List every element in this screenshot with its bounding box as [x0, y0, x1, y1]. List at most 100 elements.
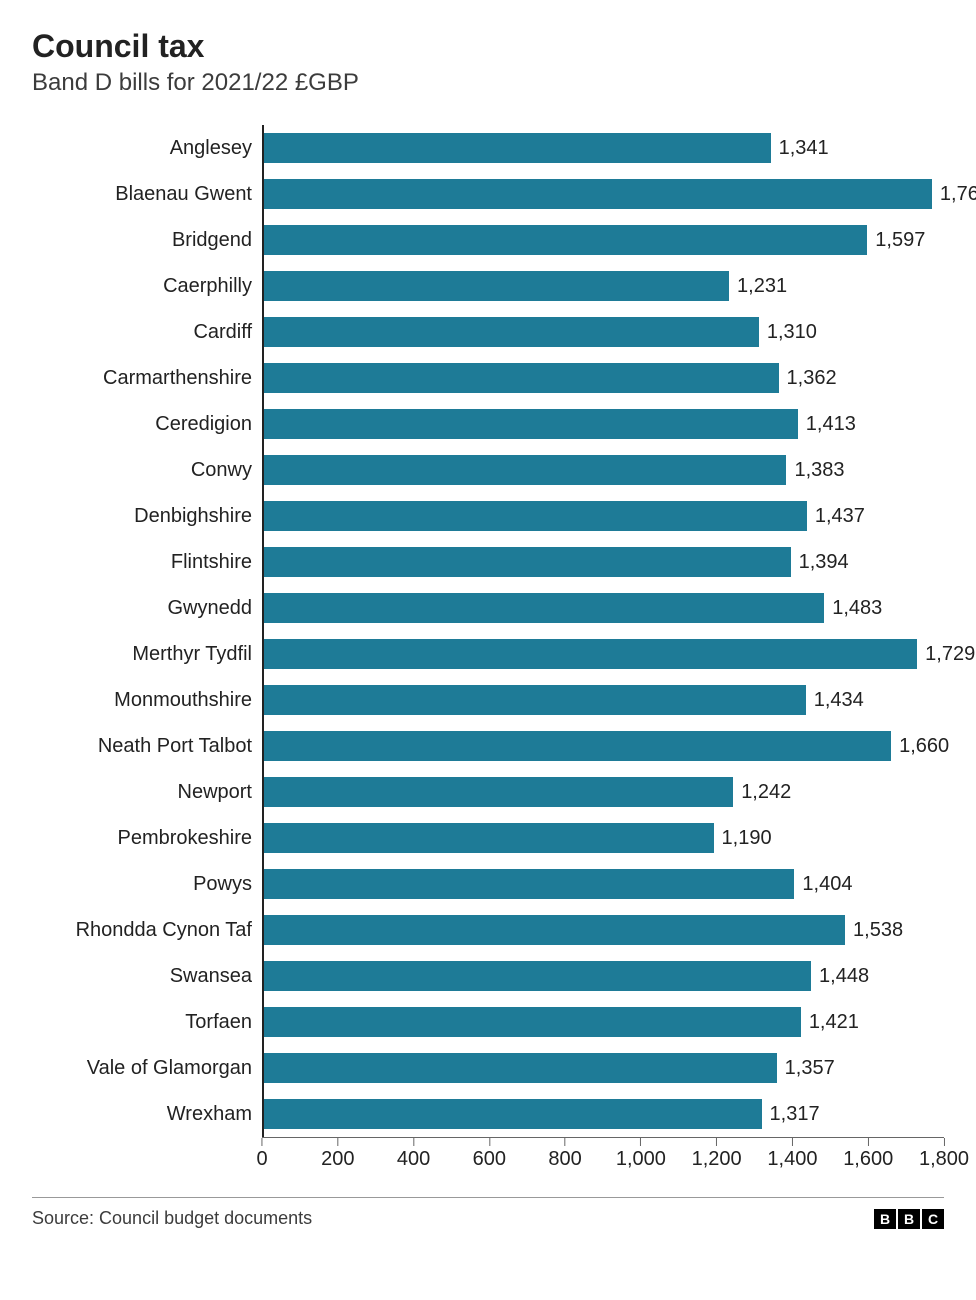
x-tick: 1,400	[767, 1138, 817, 1171]
x-tick-label: 200	[321, 1148, 354, 1171]
value-label: 1,413	[798, 401, 856, 447]
category-label: Powys	[32, 873, 262, 896]
chart-row: Bridgend 1,597	[32, 217, 944, 263]
x-tick-label: 1,600	[843, 1148, 893, 1171]
category-label: Ceredigion	[32, 413, 262, 436]
category-label: Anglesey	[32, 137, 262, 160]
x-tick-label: 400	[397, 1148, 430, 1171]
bar-plot-cell: 1,190	[262, 815, 944, 861]
value-label: 1,597	[867, 217, 925, 263]
bar-plot-cell: 1,448	[262, 953, 944, 999]
x-tick-label: 800	[548, 1148, 581, 1171]
category-label: Vale of Glamorgan	[32, 1057, 262, 1080]
x-axis-row: 02004006008001,0001,2001,4001,6001,800	[32, 1137, 944, 1177]
x-tick-mark	[489, 1138, 490, 1146]
bar-plot-cell: 1,404	[262, 861, 944, 907]
x-tick-label: 1,000	[616, 1148, 666, 1171]
bar	[264, 1053, 777, 1083]
logo-letter: C	[922, 1209, 944, 1229]
value-label: 1,538	[845, 907, 903, 953]
bar-plot-cell: 1,437	[262, 493, 944, 539]
chart-row: Wrexham 1,317	[32, 1091, 944, 1137]
bar	[264, 179, 932, 209]
value-label: 1,434	[806, 677, 864, 723]
value-label: 1,437	[807, 493, 865, 539]
bar-plot-cell: 1,341	[262, 125, 944, 171]
value-label: 1,448	[811, 953, 869, 999]
category-label: Pembrokeshire	[32, 827, 262, 850]
value-label: 1,317	[762, 1091, 820, 1137]
bar	[264, 961, 811, 991]
bar-plot-cell: 1,597	[262, 217, 944, 263]
chart-row: Gwynedd 1,483	[32, 585, 944, 631]
bar	[264, 363, 779, 393]
chart-container: Council tax Band D bills for 2021/22 £GB…	[0, 0, 976, 1253]
value-label: 1,190	[714, 815, 772, 861]
bar-plot-cell: 1,421	[262, 999, 944, 1045]
chart-row: Anglesey1,341	[32, 125, 944, 171]
value-label: 1,242	[733, 769, 791, 815]
bar-plot-cell: 1,538	[262, 907, 944, 953]
bar	[264, 1099, 762, 1129]
bar	[264, 593, 824, 623]
value-label: 1,394	[791, 539, 849, 585]
chart-row: Vale of Glamorgan 1,357	[32, 1045, 944, 1091]
logo-letter: B	[874, 1209, 896, 1229]
x-tick-label: 0	[256, 1148, 267, 1171]
x-tick-mark	[868, 1138, 869, 1146]
category-label: Gwynedd	[32, 597, 262, 620]
value-label: 1,404	[794, 861, 852, 907]
bar	[264, 409, 798, 439]
category-label: Neath Port Talbot	[32, 735, 262, 758]
x-tick-mark	[792, 1138, 793, 1146]
value-label: 1,383	[786, 447, 844, 493]
category-label: Caerphilly	[32, 275, 262, 298]
x-tick: 0	[256, 1138, 267, 1171]
bar	[264, 777, 733, 807]
bar	[264, 869, 794, 899]
x-tick-mark	[262, 1138, 263, 1146]
category-label: Swansea	[32, 965, 262, 988]
bar-plot-cell: 1,394	[262, 539, 944, 585]
chart-row: Neath Port Talbot1,660	[32, 723, 944, 769]
x-tick: 400	[397, 1138, 430, 1171]
chart-row: Pembrokeshire 1,190	[32, 815, 944, 861]
chart-row: Rhondda Cynon Taf 1,538	[32, 907, 944, 953]
bar-plot-cell: 1,434	[262, 677, 944, 723]
x-tick: 1,200	[692, 1138, 742, 1171]
category-label: Carmarthenshire	[32, 367, 262, 390]
chart-row: Monmouthshire1,434	[32, 677, 944, 723]
category-label: Blaenau Gwent	[32, 183, 262, 206]
chart-row: Blaenau Gwent1,768	[32, 171, 944, 217]
chart-row: Powys 1,404	[32, 861, 944, 907]
category-label: Rhondda Cynon Taf	[32, 919, 262, 942]
chart-subtitle: Band D bills for 2021/22 £GBP	[32, 69, 944, 97]
chart-row: Swansea 1,448	[32, 953, 944, 999]
x-tick-mark	[337, 1138, 338, 1146]
x-tick-mark	[565, 1138, 566, 1146]
category-label: Denbighshire	[32, 505, 262, 528]
bar	[264, 685, 806, 715]
bar	[264, 915, 845, 945]
x-tick-mark	[716, 1138, 717, 1146]
bar	[264, 317, 759, 347]
bar	[264, 455, 786, 485]
bar-plot-cell: 1,362	[262, 355, 944, 401]
x-tick-label: 600	[473, 1148, 506, 1171]
value-label: 1,729	[917, 631, 975, 677]
chart-row: Ceredigion 1,413	[32, 401, 944, 447]
bar	[264, 639, 917, 669]
value-label: 1,483	[824, 585, 882, 631]
chart-row: Conwy 1,383	[32, 447, 944, 493]
x-axis-spacer	[32, 1137, 262, 1177]
category-label: Wrexham	[32, 1103, 262, 1126]
bar	[264, 225, 867, 255]
bar	[264, 501, 807, 531]
bar-plot-cell: 1,383	[262, 447, 944, 493]
category-label: Conwy	[32, 459, 262, 482]
category-label: Flintshire	[32, 551, 262, 574]
category-label: Bridgend	[32, 229, 262, 252]
chart-row: Carmarthenshire1,362	[32, 355, 944, 401]
value-label: 1,357	[777, 1045, 835, 1091]
logo-letter: B	[898, 1209, 920, 1229]
